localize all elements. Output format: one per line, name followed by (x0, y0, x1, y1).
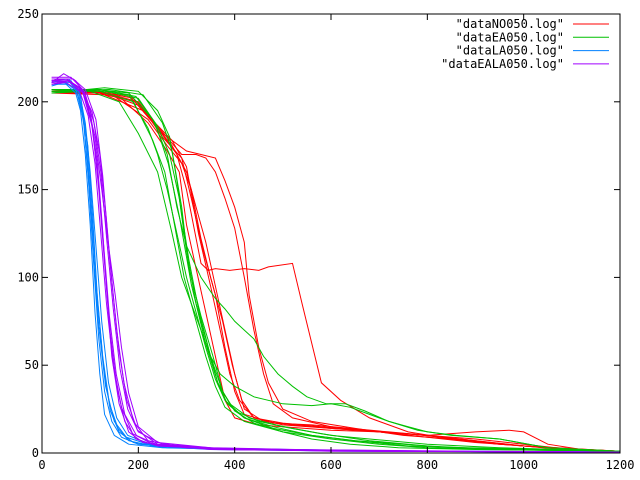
series-3-run-5 (51, 81, 621, 453)
series-2-run-4 (51, 81, 621, 453)
series-1 (51, 87, 621, 452)
x-tick-label: 200 (127, 458, 149, 472)
series-0-run-7 (51, 92, 621, 452)
x-tick-label: 1000 (509, 458, 538, 472)
series-0-run-6 (51, 89, 621, 452)
x-tick-label: 600 (320, 458, 342, 472)
series-2-run-2 (51, 81, 621, 453)
series-3-run-3 (51, 73, 621, 453)
series-0-run-5 (51, 90, 621, 452)
y-tick-label: 100 (17, 270, 39, 284)
y-tick-label: 50 (25, 358, 39, 372)
series-0-run-2 (51, 92, 621, 452)
series-1-run-1 (51, 87, 621, 452)
plot-frame (41, 13, 621, 454)
series-1-run-3 (51, 88, 621, 452)
series-3-run-7 (51, 80, 621, 453)
series-0-run-4 (51, 90, 621, 452)
legend-label-1: "dataEA050.log" (456, 30, 564, 44)
series-layer (51, 73, 621, 453)
y-tick-label: 200 (17, 95, 39, 109)
y-tick-label: 0 (32, 446, 39, 460)
legend-label-3: "dataEALA050.log" (441, 57, 564, 71)
x-tick-label: 400 (224, 458, 246, 472)
legend-label-0: "dataNO050.log" (456, 17, 564, 31)
series-0-run-1 (51, 90, 621, 452)
series-0-run-0 (51, 89, 621, 452)
legend: "dataNO050.log""dataEA050.log""dataLA050… (441, 17, 609, 71)
series-1-run-6 (51, 90, 621, 452)
series-2-run-0 (51, 83, 621, 453)
y-tick-label: 250 (17, 7, 39, 21)
series-0-run-3 (51, 89, 621, 452)
series-1-run-2 (51, 89, 621, 452)
series-3 (51, 73, 621, 453)
axis-ticks: 0 200 400 600 800 1000 1200 0 50 100 150 200 250 (17, 7, 634, 472)
x-tick-label: 0 (38, 458, 45, 472)
series-1-run-4 (51, 90, 621, 452)
series-1-run-5 (51, 88, 621, 452)
y-tick-label: 150 (17, 183, 39, 197)
x-tick-label: 800 (416, 458, 438, 472)
series-1-run-7 (51, 89, 621, 452)
legend-label-2: "dataLA050.log" (456, 44, 564, 58)
series-1-run-0 (51, 88, 621, 452)
series-0 (51, 89, 621, 452)
x-tick-label: 1200 (606, 458, 635, 472)
